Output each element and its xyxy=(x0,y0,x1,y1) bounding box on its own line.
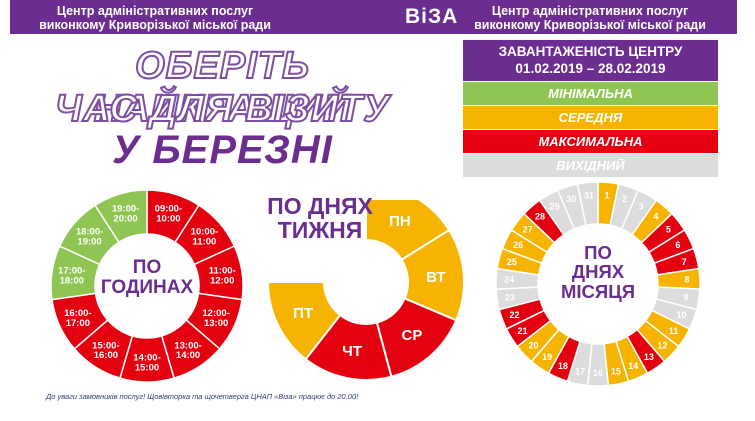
weekday-arc-chart: ПН ВТ СР ЧТ ПТ xyxy=(266,200,465,380)
org-name-left-line2: виконкому Криворізької міської ради xyxy=(39,18,271,32)
weekday-segment-label: ПН xyxy=(389,213,411,230)
hours-segment xyxy=(94,189,148,244)
month-day-segment xyxy=(576,181,599,227)
month-title-line2: ДНЯХ xyxy=(571,261,625,283)
month-day-label: 26 xyxy=(513,240,523,250)
weekday-chart-title: ПО ДНЯХ ТИЖНЯ xyxy=(255,194,385,242)
month-day-label: 14 xyxy=(628,361,638,371)
hours-segment-label: 17:00-18:00 xyxy=(58,266,85,287)
org-name-left-line1: Центр адміністративних послуг xyxy=(56,4,254,18)
month-day-label: 2 xyxy=(622,194,627,204)
month-day-label: 10 xyxy=(676,310,686,320)
title-line-2: ЧАС ДЛЯ ВІЗИТУ xyxy=(54,87,390,131)
weekday-segment-label: ЧТ xyxy=(342,343,362,360)
legend-item: МІНІМАЛЬНА xyxy=(463,82,718,105)
legend-item: СЕРЕДНЯ xyxy=(463,106,718,129)
hours-segment-label: 11:00-12:00 xyxy=(209,266,236,287)
month-day-label: 5 xyxy=(666,225,671,235)
footnote: До уваги замовників послуг! Щовівторка т… xyxy=(46,392,359,401)
hours-segment-label: 18:00-19:00 xyxy=(76,227,103,248)
month-day-label: 8 xyxy=(684,275,689,285)
month-day-label: 3 xyxy=(639,201,644,211)
hours-title-line2: ГОДИНАХ xyxy=(100,276,194,298)
hours-segment-label: 16:00-17:00 xyxy=(64,308,91,329)
month-day-label: 18 xyxy=(558,361,568,371)
load-legend: ЗАВАНТАЖЕНІСТЬ ЦЕНТРУ 01.02.2019 – 28.02… xyxy=(463,40,718,177)
month-title-line3: МІСЯЦЯ xyxy=(560,280,636,302)
weekday-segment xyxy=(266,281,342,361)
legend-item: МАКСИМАЛЬНА xyxy=(463,130,718,153)
month-day-label: 27 xyxy=(523,225,533,235)
org-name-left: Центр адміністративних послуг виконкому … xyxy=(15,4,295,32)
hours-segment-label: 15:00-16:00 xyxy=(92,340,119,361)
title-line-3: У БЕРЕЗНІ xyxy=(112,128,333,172)
month-day-label: 23 xyxy=(505,293,515,303)
month-day-label: 25 xyxy=(507,257,517,267)
legend-heading: ЗАВАНТАЖЕНІСТЬ ЦЕНТРУ 01.02.2019 – 28.02… xyxy=(463,40,718,81)
hours-segment-label: 13:00-14:00 xyxy=(174,340,201,361)
hours-chart-title: ПО ГОДИНАХ xyxy=(92,258,202,298)
weekday-segment-label: ВТ xyxy=(426,269,445,286)
org-name-right: Центр адміністративних послуг виконкому … xyxy=(450,4,730,32)
legend-item: ВИХІДНИЙ xyxy=(463,154,718,177)
month-day-label: 13 xyxy=(644,352,654,362)
weekday-segment-label: ПТ xyxy=(293,305,313,322)
hours-segment-label: 09:00-10:00 xyxy=(155,203,182,224)
month-day-label: 22 xyxy=(510,310,520,320)
month-day-label: 21 xyxy=(517,326,527,336)
hours-title-line1: ПО xyxy=(132,257,162,278)
month-day-label: 29 xyxy=(550,201,560,211)
hours-segment-label: 14:00-15:00 xyxy=(133,352,160,373)
hours-segment-label: 19:00-20:00 xyxy=(112,203,139,224)
viza-logo: ВіЗА xyxy=(405,5,459,28)
month-day-label: 20 xyxy=(528,340,538,350)
hours-segment-label: 10:00-11:00 xyxy=(191,227,218,248)
month-day-label: 16 xyxy=(593,368,603,378)
weekday-title-line2: ТИЖНЯ xyxy=(277,217,363,244)
weekday-segment xyxy=(365,200,451,262)
month-day-label: 6 xyxy=(675,240,680,250)
legend-heading-period: 01.02.2019 – 28.02.2019 xyxy=(515,61,666,76)
month-day-label: 24 xyxy=(504,275,514,285)
month-day-label: 30 xyxy=(566,194,576,204)
hours-donut-chart: 09:00-10:00 10:00-11:00 11:00-12:00 12:00-1… xyxy=(50,189,244,383)
legend-heading-title: ЗАВАНТАЖЕНІСТЬ ЦЕНТРУ xyxy=(498,44,683,59)
weekday-title-line1: ПО ДНЯХ xyxy=(267,193,373,219)
month-day-label: 1 xyxy=(604,191,609,201)
month-day-label: 17 xyxy=(575,366,585,376)
header-bar: Центр адміністративних послуг виконкому … xyxy=(10,0,737,34)
org-name-right-line1: Центр адміністративних послуг xyxy=(491,4,689,18)
org-name-right-line2: виконкому Криворізької міської ради xyxy=(474,18,706,32)
month-day-label: 12 xyxy=(657,340,667,350)
month-day-label: 4 xyxy=(653,212,658,222)
hours-segment-label: 12:00-13:00 xyxy=(202,308,229,329)
title-line-1: ОБЕРІТЬ НАЙКРАЩИЙ xyxy=(93,44,352,131)
month-day-label: 7 xyxy=(682,257,687,267)
month-day-label: 19 xyxy=(542,352,552,362)
month-day-label: 31 xyxy=(584,191,594,201)
month-day-label: 9 xyxy=(683,293,688,303)
weekday-segment-label: СР xyxy=(402,327,423,344)
month-day-label: 28 xyxy=(535,212,545,222)
month-donut-chart: 1 234567891011121314151617181920212223242… xyxy=(495,181,701,387)
month-day-label: 11 xyxy=(669,326,679,336)
month-day-label: 15 xyxy=(611,366,621,376)
month-chart-title: ПО ДНЯХ МІСЯЦЯ xyxy=(548,242,648,302)
month-title-line1: ПО xyxy=(584,242,612,263)
